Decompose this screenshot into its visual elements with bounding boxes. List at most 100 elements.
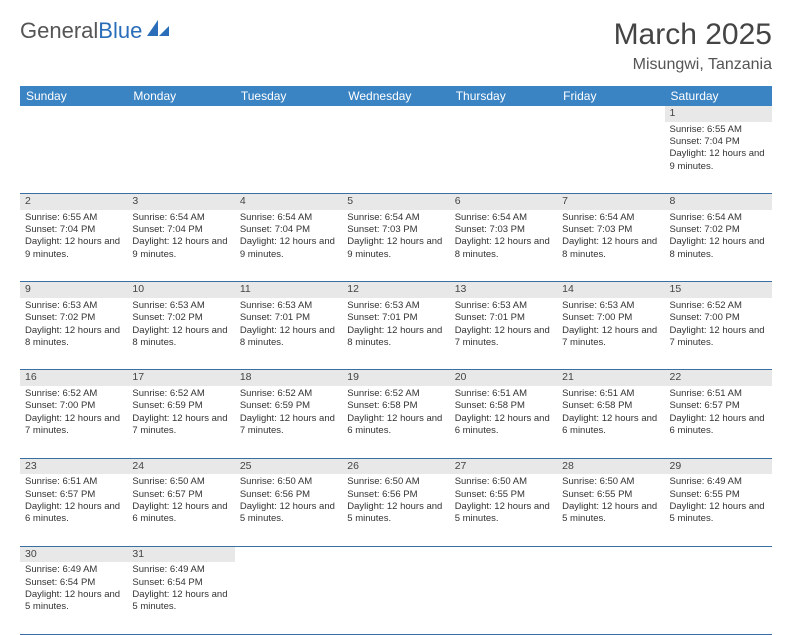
day-number: 16 <box>20 370 127 386</box>
sunrise-line: Sunrise: 6:52 AM <box>670 300 767 312</box>
sunrise-line: Sunrise: 6:52 AM <box>132 388 229 400</box>
day-cell: Sunrise: 6:50 AMSunset: 6:55 PMDaylight:… <box>557 474 664 546</box>
sunset-line: Sunset: 7:00 PM <box>562 312 659 324</box>
day-number: 19 <box>342 370 449 386</box>
day-number: 20 <box>450 370 557 386</box>
content-row: Sunrise: 6:51 AMSunset: 6:57 PMDaylight:… <box>20 474 772 546</box>
sunset-line: Sunset: 6:57 PM <box>25 489 122 501</box>
sunset-line: Sunset: 7:04 PM <box>132 224 229 236</box>
sunset-line: Sunset: 7:01 PM <box>455 312 552 324</box>
daynum-row: 1 <box>20 106 772 122</box>
day-number: 17 <box>127 370 234 386</box>
sunset-line: Sunset: 7:02 PM <box>670 224 767 236</box>
sunrise-line: Sunrise: 6:49 AM <box>132 564 229 576</box>
daylight-line: Daylight: 12 hours and 5 minutes. <box>25 589 122 614</box>
sunset-line: Sunset: 6:57 PM <box>670 400 767 412</box>
daylight-line: Daylight: 12 hours and 7 minutes. <box>562 325 659 350</box>
day-cell: Sunrise: 6:51 AMSunset: 6:57 PMDaylight:… <box>20 474 127 546</box>
day-number: 5 <box>342 194 449 210</box>
logo-text-general: General <box>20 18 98 44</box>
sunset-line: Sunset: 6:58 PM <box>455 400 552 412</box>
day-number: 14 <box>557 282 664 298</box>
daylight-line: Daylight: 12 hours and 5 minutes. <box>132 589 229 614</box>
day-number: 25 <box>235 458 342 474</box>
daylight-line: Daylight: 12 hours and 6 minutes. <box>25 501 122 526</box>
month-title: March 2025 <box>614 18 772 52</box>
day-number <box>342 106 449 122</box>
daylight-line: Daylight: 12 hours and 9 minutes. <box>132 236 229 261</box>
calendar-table: SundayMondayTuesdayWednesdayThursdayFrid… <box>20 86 772 635</box>
daylight-line: Daylight: 12 hours and 9 minutes. <box>670 148 767 173</box>
sunrise-line: Sunrise: 6:52 AM <box>240 388 337 400</box>
sunrise-line: Sunrise: 6:53 AM <box>347 300 444 312</box>
daylight-line: Daylight: 12 hours and 6 minutes. <box>562 413 659 438</box>
day-cell: Sunrise: 6:55 AMSunset: 7:04 PMDaylight:… <box>20 210 127 282</box>
sunrise-line: Sunrise: 6:52 AM <box>25 388 122 400</box>
logo: GeneralBlue <box>20 18 171 44</box>
day-cell <box>127 122 234 194</box>
weekday-header: Tuesday <box>235 86 342 106</box>
day-cell: Sunrise: 6:52 AMSunset: 6:59 PMDaylight:… <box>127 386 234 458</box>
sail-icon <box>145 18 171 44</box>
daylight-line: Daylight: 12 hours and 5 minutes. <box>670 501 767 526</box>
day-cell: Sunrise: 6:53 AMSunset: 7:02 PMDaylight:… <box>127 298 234 370</box>
sunrise-line: Sunrise: 6:54 AM <box>347 212 444 224</box>
sunset-line: Sunset: 6:55 PM <box>562 489 659 501</box>
sunset-line: Sunset: 6:58 PM <box>347 400 444 412</box>
day-number: 18 <box>235 370 342 386</box>
day-number: 9 <box>20 282 127 298</box>
sunset-line: Sunset: 7:02 PM <box>132 312 229 324</box>
sunset-line: Sunset: 6:59 PM <box>240 400 337 412</box>
day-number: 6 <box>450 194 557 210</box>
day-number: 22 <box>665 370 772 386</box>
day-number <box>665 546 772 562</box>
sunset-line: Sunset: 6:56 PM <box>347 489 444 501</box>
sunrise-line: Sunrise: 6:53 AM <box>25 300 122 312</box>
day-number: 13 <box>450 282 557 298</box>
day-number: 3 <box>127 194 234 210</box>
day-number: 4 <box>235 194 342 210</box>
day-cell: Sunrise: 6:54 AMSunset: 7:02 PMDaylight:… <box>665 210 772 282</box>
sunset-line: Sunset: 7:00 PM <box>670 312 767 324</box>
day-number <box>557 546 664 562</box>
sunrise-line: Sunrise: 6:49 AM <box>25 564 122 576</box>
weekday-header: Monday <box>127 86 234 106</box>
day-number <box>20 106 127 122</box>
day-cell: Sunrise: 6:50 AMSunset: 6:56 PMDaylight:… <box>342 474 449 546</box>
day-cell <box>557 562 664 634</box>
sunrise-line: Sunrise: 6:50 AM <box>347 476 444 488</box>
sunset-line: Sunset: 6:56 PM <box>240 489 337 501</box>
daylight-line: Daylight: 12 hours and 7 minutes. <box>240 413 337 438</box>
daylight-line: Daylight: 12 hours and 8 minutes. <box>562 236 659 261</box>
sunrise-line: Sunrise: 6:54 AM <box>240 212 337 224</box>
day-cell: Sunrise: 6:52 AMSunset: 7:00 PMDaylight:… <box>665 298 772 370</box>
sunset-line: Sunset: 7:02 PM <box>25 312 122 324</box>
weekday-header: Saturday <box>665 86 772 106</box>
daynum-row: 9101112131415 <box>20 282 772 298</box>
sunset-line: Sunset: 7:01 PM <box>240 312 337 324</box>
day-cell <box>235 122 342 194</box>
day-cell: Sunrise: 6:53 AMSunset: 7:01 PMDaylight:… <box>450 298 557 370</box>
content-row: Sunrise: 6:55 AMSunset: 7:04 PMDaylight:… <box>20 210 772 282</box>
sunrise-line: Sunrise: 6:53 AM <box>240 300 337 312</box>
sunset-line: Sunset: 7:03 PM <box>347 224 444 236</box>
sunset-line: Sunset: 6:54 PM <box>25 577 122 589</box>
sunset-line: Sunset: 7:03 PM <box>455 224 552 236</box>
day-cell: Sunrise: 6:53 AMSunset: 7:01 PMDaylight:… <box>235 298 342 370</box>
day-number <box>342 546 449 562</box>
sunrise-line: Sunrise: 6:54 AM <box>562 212 659 224</box>
day-number <box>450 106 557 122</box>
daylight-line: Daylight: 12 hours and 8 minutes. <box>25 325 122 350</box>
day-number: 21 <box>557 370 664 386</box>
day-number: 30 <box>20 546 127 562</box>
daylight-line: Daylight: 12 hours and 7 minutes. <box>25 413 122 438</box>
day-cell: Sunrise: 6:54 AMSunset: 7:03 PMDaylight:… <box>342 210 449 282</box>
day-cell <box>665 562 772 634</box>
day-cell <box>342 122 449 194</box>
daylight-line: Daylight: 12 hours and 8 minutes. <box>455 236 552 261</box>
day-number: 10 <box>127 282 234 298</box>
daylight-line: Daylight: 12 hours and 6 minutes. <box>132 501 229 526</box>
day-number <box>557 106 664 122</box>
day-cell: Sunrise: 6:54 AMSunset: 7:03 PMDaylight:… <box>450 210 557 282</box>
sunrise-line: Sunrise: 6:51 AM <box>455 388 552 400</box>
